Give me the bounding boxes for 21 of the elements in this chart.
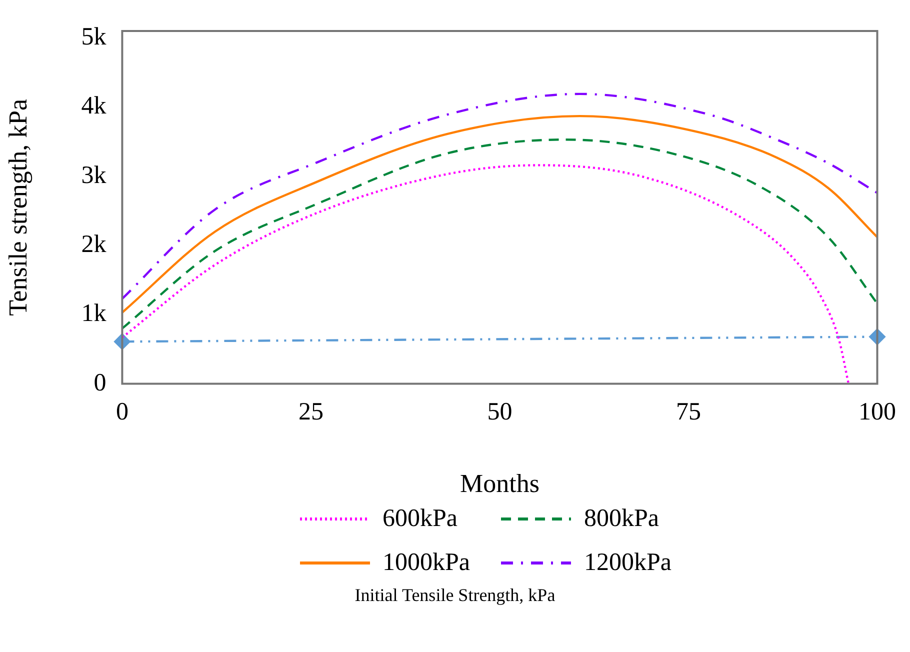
- line-series: [121, 138, 878, 330]
- x-tick-label: 100: [858, 398, 896, 426]
- y-tick-label: 1k: [81, 300, 107, 328]
- x-axis-title: Months: [460, 469, 540, 498]
- line-series: [121, 92, 878, 300]
- x-tick-label: 25: [298, 398, 324, 426]
- y-tick-label: 0: [94, 369, 106, 396]
- legend-label: 1000kPa: [382, 549, 470, 577]
- y-tick-label: 3k: [81, 162, 107, 189]
- legend-title: Initial Tensile Strength, kPa: [354, 585, 556, 606]
- line-series: [121, 114, 878, 314]
- legend-label: 600kPa: [382, 505, 458, 533]
- x-tick-label: 50: [487, 398, 512, 426]
- legend-label: 800kPa: [584, 505, 659, 533]
- y-tick-label: 5k: [81, 23, 107, 50]
- legend-label: 1200kPa: [584, 549, 672, 577]
- y-tick-label: 2k: [81, 231, 107, 258]
- x-tick-label: 75: [676, 398, 701, 426]
- x-tick-label: 0: [116, 398, 128, 426]
- y-axis-title: Tensile strength, kPa: [3, 98, 32, 316]
- y-tick-label: 4k: [81, 92, 107, 120]
